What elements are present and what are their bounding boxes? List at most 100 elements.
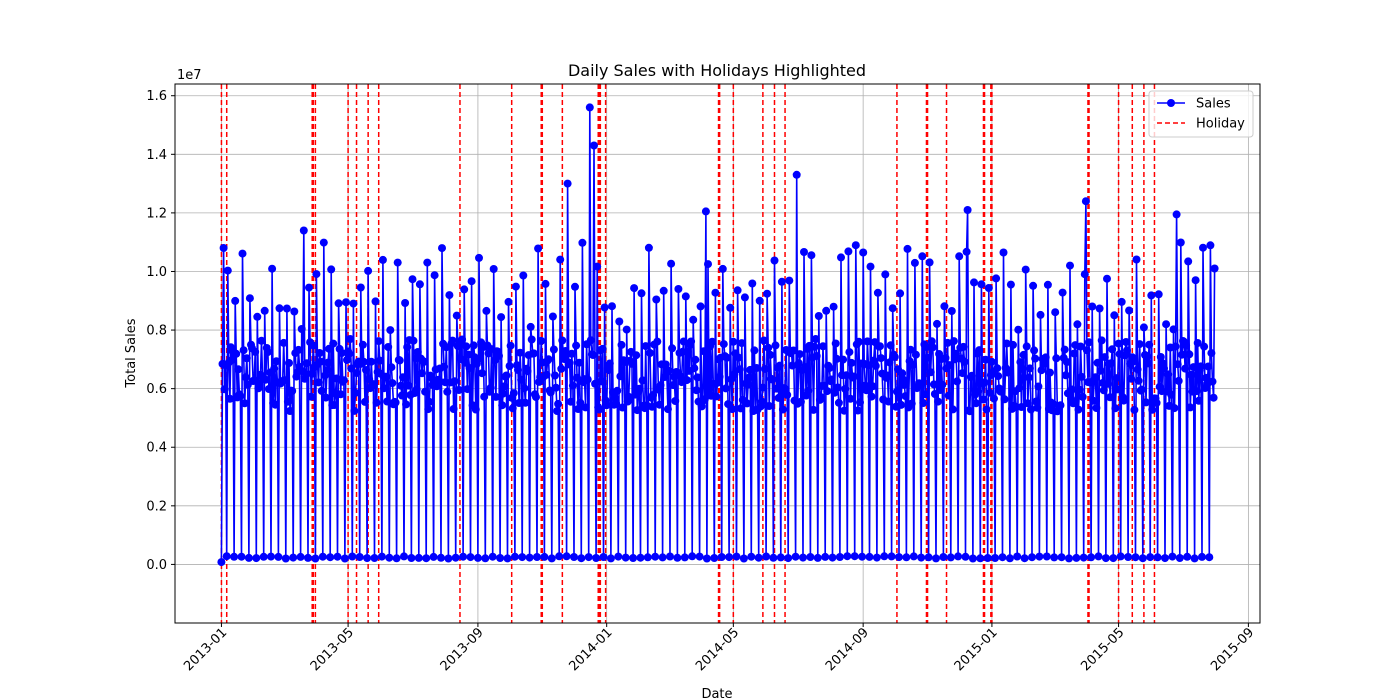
sales-point <box>521 398 530 407</box>
sales-point <box>1135 340 1144 349</box>
sales-point <box>374 337 383 346</box>
sales-point <box>939 553 948 561</box>
sales-point <box>318 552 327 561</box>
sales-point <box>429 552 438 561</box>
sales-point <box>683 347 692 356</box>
sales-point <box>1143 352 1152 361</box>
sales-point <box>546 388 555 397</box>
sales-point <box>983 554 992 562</box>
sales-point <box>458 335 467 344</box>
sales-point <box>819 342 827 351</box>
sales-point <box>624 392 633 401</box>
sales-point <box>880 552 889 561</box>
sales-point <box>833 383 842 392</box>
sales-point <box>885 358 894 367</box>
sales-point <box>1172 210 1181 219</box>
sales-point <box>1085 338 1093 347</box>
sales-point <box>402 400 411 409</box>
sales-point <box>641 342 650 351</box>
sales-point <box>500 382 509 391</box>
sales-point <box>575 358 584 367</box>
sales-point <box>653 337 662 346</box>
sales-point <box>636 553 645 562</box>
sales-point <box>1202 373 1211 382</box>
sales-point <box>220 385 229 394</box>
sales-point <box>621 553 630 562</box>
sales-point <box>993 364 1002 373</box>
sales-point <box>1196 362 1205 371</box>
sales-point <box>387 363 396 372</box>
sales-point <box>745 373 754 382</box>
sales-point <box>1173 360 1182 369</box>
sales-point <box>1116 552 1125 561</box>
sales-point <box>228 356 236 365</box>
sales-point <box>1066 261 1074 270</box>
sales-point <box>715 372 724 381</box>
sales-point <box>1191 276 1200 285</box>
sales-point <box>799 553 807 562</box>
sales-point <box>567 349 576 358</box>
sales-point <box>622 325 631 334</box>
sales-point <box>556 255 565 264</box>
sales-point <box>687 337 696 346</box>
sales-point <box>1024 373 1033 382</box>
sales-point <box>253 312 262 321</box>
sales-point <box>1175 554 1184 562</box>
sales-point <box>323 366 331 375</box>
sales-point <box>688 552 697 561</box>
sales-point <box>775 361 784 370</box>
sales-point <box>504 297 513 306</box>
sales-point <box>239 346 248 355</box>
sales-point <box>864 361 873 370</box>
sales-point <box>1137 385 1146 394</box>
sales-point <box>867 392 876 401</box>
sales-point <box>828 553 837 562</box>
sales-point <box>1205 553 1214 562</box>
sales-point <box>1108 345 1117 354</box>
sales-point <box>612 399 621 408</box>
sales-point <box>1101 554 1110 563</box>
sales-point <box>925 258 934 267</box>
sales-point <box>574 405 583 413</box>
sales-point <box>862 386 871 395</box>
sales-point <box>737 339 746 348</box>
sales-point <box>533 553 541 561</box>
sales-point <box>680 553 689 562</box>
sales-point <box>259 552 268 561</box>
sales-point <box>835 553 844 561</box>
sales-point <box>459 552 468 561</box>
sales-point <box>922 343 931 352</box>
sales-point <box>1210 264 1219 273</box>
sales-point <box>967 371 976 380</box>
sales-point <box>890 353 899 361</box>
sales-point <box>481 554 490 563</box>
sales-point <box>872 553 881 562</box>
sales-point <box>1027 405 1035 414</box>
sales-point <box>811 335 820 343</box>
sales-point <box>334 299 343 308</box>
sales-point <box>424 405 433 414</box>
sales-point <box>272 357 281 366</box>
sales-point <box>747 552 756 561</box>
sales-point <box>865 552 874 561</box>
sales-point <box>705 385 714 394</box>
sales-point <box>1130 405 1139 414</box>
sales-point <box>729 337 738 346</box>
sales-point <box>1190 554 1199 563</box>
sales-point <box>695 552 704 561</box>
sales-point <box>644 243 653 252</box>
sales-point <box>962 247 971 256</box>
sales-point <box>789 346 798 355</box>
sales-point <box>602 401 611 410</box>
sales-point <box>519 271 528 280</box>
sales-point <box>998 553 1007 562</box>
sales-point <box>225 394 234 403</box>
sales-point <box>896 289 905 298</box>
sales-point <box>982 405 991 414</box>
sales-point <box>718 264 727 273</box>
sales-point <box>296 552 305 561</box>
sales-point <box>708 337 717 346</box>
sales-point <box>783 390 792 399</box>
sales-point <box>508 404 517 413</box>
sales-point <box>972 399 981 408</box>
